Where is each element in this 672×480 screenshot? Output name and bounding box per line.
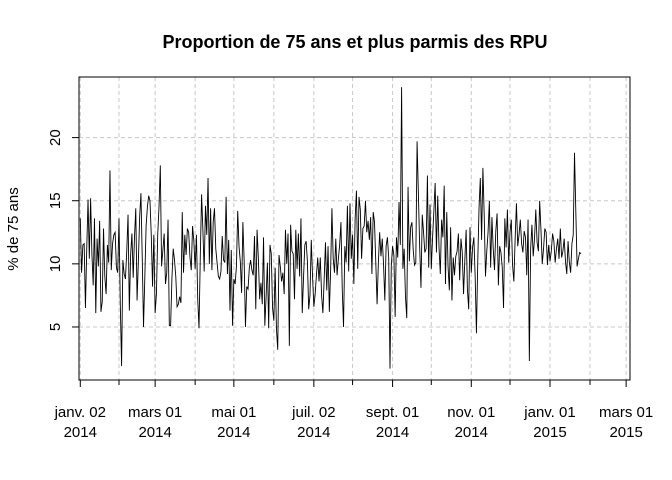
chart-title: Proportion de 75 ans et plus parmis des …: [162, 32, 547, 52]
x-tick-label-line2: 2014: [217, 424, 250, 441]
series-line-0: [79, 87, 582, 369]
y-tick-label-20: 20: [47, 129, 64, 146]
x-tick-label-line2: 2014: [64, 424, 97, 441]
x-tick-label-line1: mars 01: [599, 404, 653, 421]
x-tick-label-line1: juil. 02: [291, 404, 335, 421]
x-tick-label-line2: 2014: [138, 424, 171, 441]
x-tick-label-line1: sept. 01: [366, 404, 419, 421]
x-tick-label-line2: 2014: [376, 424, 409, 441]
y-axis: 5 10 15 20: [47, 129, 80, 331]
y-axis-label: % de 75 ans: [5, 187, 22, 270]
x-tick-label-line1: janv. 01: [523, 404, 575, 421]
x-tick-label-line1: mars 01: [128, 404, 182, 421]
y-tick-label-5: 5: [47, 323, 64, 331]
x-axis: janv. 02 2014 mars 01 2014 mai 01 2014 juil. 0…: [54, 379, 653, 441]
x-tick-label-line1: janv. 02: [54, 404, 106, 421]
y-tick-label-15: 15: [47, 192, 64, 209]
x-tick-label-line1: mai 01: [211, 404, 256, 421]
x-tick-label-line1: nov. 01: [447, 404, 495, 421]
data-series: [79, 87, 582, 369]
x-tick-label-line2: 2014: [297, 424, 330, 441]
x-tick-label-line2: 2015: [533, 424, 566, 441]
x-tick-label-line2: 2014: [455, 424, 488, 441]
x-tick-label-line2: 2015: [609, 424, 642, 441]
y-tick-label-10: 10: [47, 256, 64, 273]
